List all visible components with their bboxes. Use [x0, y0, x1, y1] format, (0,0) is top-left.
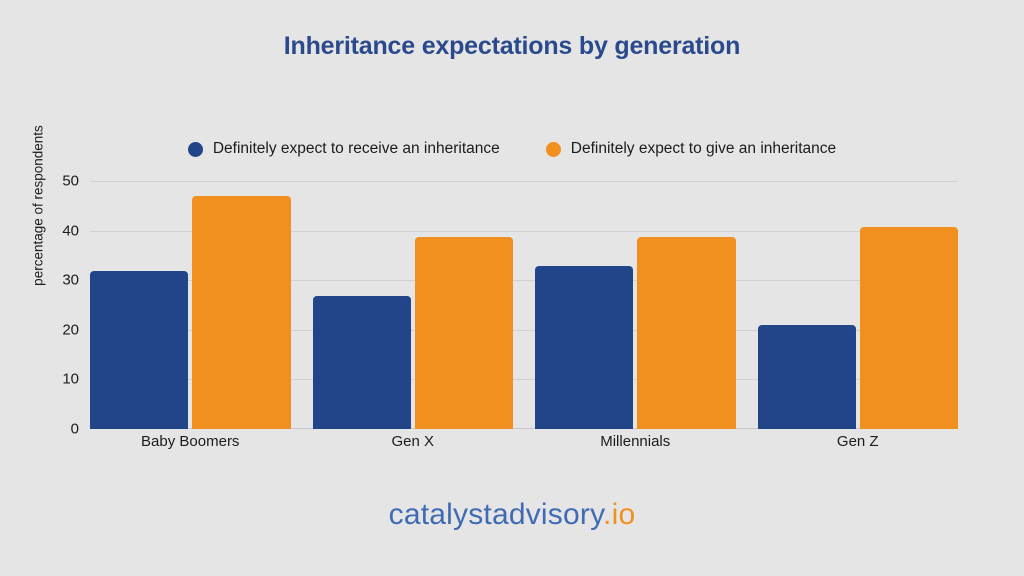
legend-item-label: Definitely expect to give an inheritance: [570, 140, 837, 157]
plot-area: 0 10 20 30 40 50: [62, 173, 958, 438]
legend-marker-circle-blue: [187, 141, 203, 157]
x-tick-label: Baby Boomers: [141, 433, 240, 450]
page-title: Inheritance expectations by generation: [283, 32, 741, 60]
bar[interactable]: [312, 296, 411, 429]
gridline: [90, 280, 958, 282]
legend-item-label: Definitely expect to receive an inherita…: [212, 140, 500, 157]
y-axis-title: percentage of respondents: [30, 125, 46, 286]
x-axis-labels: Baby Boomers Gen X Millennials Gen Z: [90, 433, 958, 457]
bar[interactable]: [637, 236, 736, 429]
y-tick-label: 30: [62, 271, 79, 289]
legend-marker-circle-orange: [545, 141, 561, 157]
chart-legend: Definitely expect to receive an inherita…: [0, 140, 1024, 158]
y-tick-label: 20: [62, 321, 79, 339]
bar[interactable]: [192, 195, 291, 429]
footer-brand-tld: .io: [603, 498, 636, 531]
gridline: [90, 181, 958, 182]
bar[interactable]: [859, 226, 958, 429]
y-tick-label: 50: [62, 172, 79, 190]
legend-item-receive[interactable]: Definitely expect to receive an inherita…: [187, 140, 500, 158]
bar[interactable]: [757, 324, 856, 429]
x-tick-label: Gen X: [391, 433, 435, 450]
gridline: [90, 230, 958, 232]
bar[interactable]: [535, 266, 634, 429]
x-axis-baseline: [90, 428, 958, 429]
footer-brand: catalystadvisory.io: [0, 498, 1024, 532]
legend-item-give[interactable]: Definitely expect to give an inheritance: [545, 140, 837, 158]
bar[interactable]: [90, 271, 189, 429]
y-tick-label: 0: [70, 420, 79, 438]
gridline: [90, 329, 958, 331]
footer-brand-name: catalystadvisory: [388, 498, 604, 531]
x-tick-label: Gen Z: [836, 433, 879, 450]
y-tick-label: 40: [62, 222, 79, 240]
y-tick-label: 10: [62, 370, 79, 388]
gridline: [90, 379, 958, 381]
x-tick-label: Millennials: [600, 433, 671, 450]
bar[interactable]: [414, 236, 513, 429]
bars-layer: [90, 181, 958, 429]
